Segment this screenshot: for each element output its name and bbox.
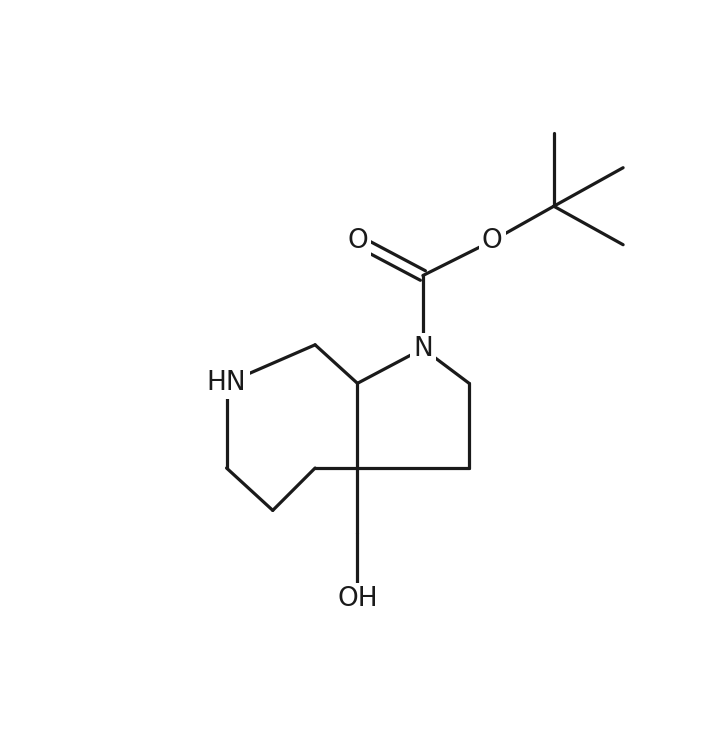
Text: O: O [482, 228, 503, 254]
Text: O: O [347, 228, 368, 254]
Text: HN: HN [207, 370, 246, 396]
Text: N: N [413, 336, 433, 361]
Text: OH: OH [337, 586, 378, 612]
